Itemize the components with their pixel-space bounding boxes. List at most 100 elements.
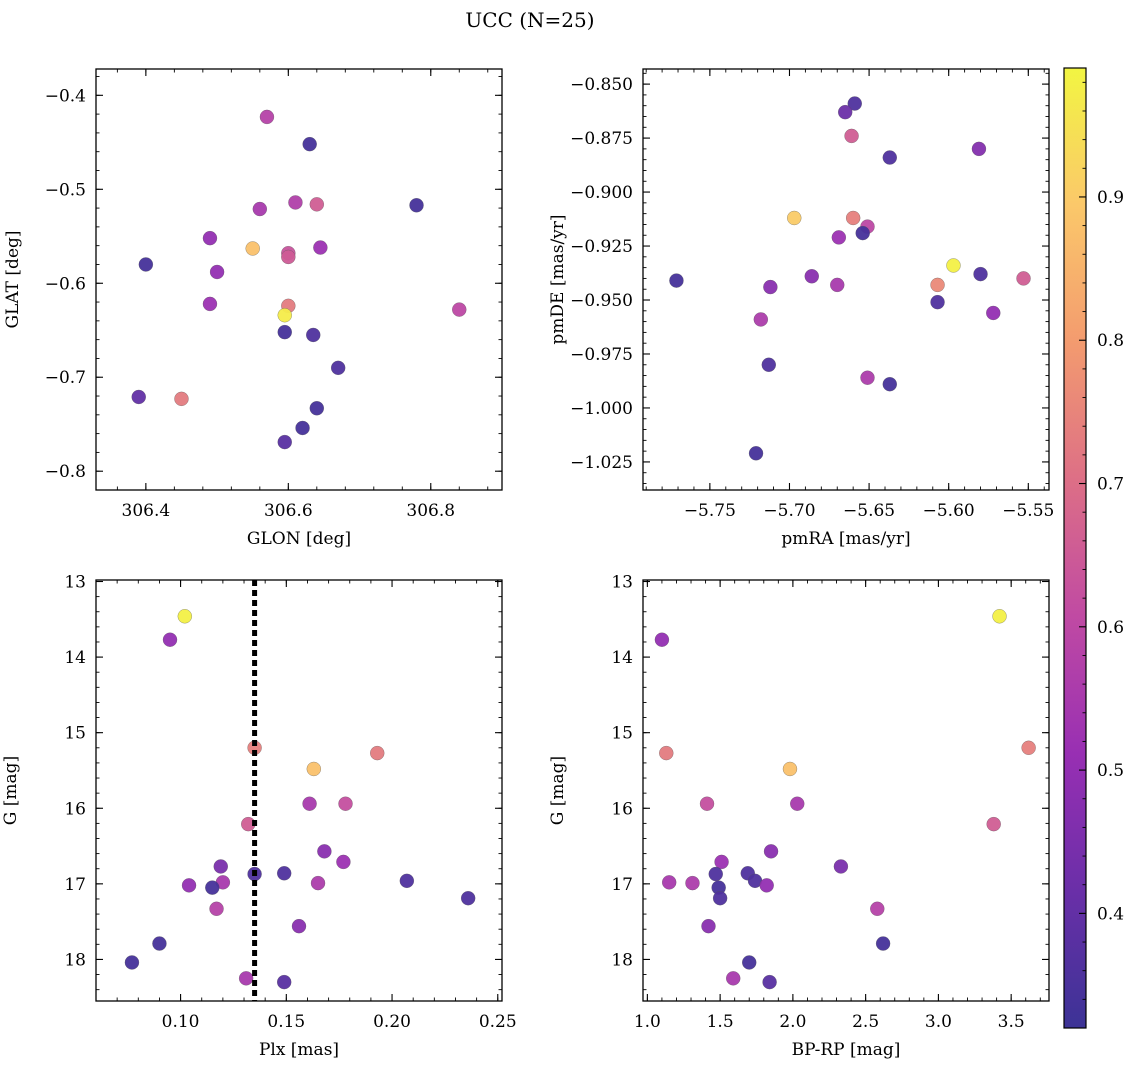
y-tick-label: −0.8 xyxy=(45,462,86,482)
y-tick-label: −0.6 xyxy=(45,274,86,294)
x-tick-label: −5.65 xyxy=(843,501,895,521)
scatter-point xyxy=(882,377,897,392)
y-tick-label: −0.900 xyxy=(570,183,633,203)
scatter-point xyxy=(685,875,700,891)
scatter-point xyxy=(708,866,723,882)
scatter-point xyxy=(138,257,154,272)
x-axis-label: GLON [deg] xyxy=(247,529,351,549)
scatter-point xyxy=(131,389,146,405)
scatter-point xyxy=(317,844,332,859)
x-tick-label: 0.20 xyxy=(373,1012,411,1032)
scatter-point xyxy=(409,198,424,213)
scatter-point xyxy=(787,210,802,226)
scatter-point xyxy=(310,875,326,891)
scatter-points xyxy=(654,609,1036,990)
y-axis-label: G [mag] xyxy=(1,756,21,825)
y-tick-label: 17 xyxy=(64,875,86,895)
scatter-point xyxy=(986,816,1001,832)
scatter-point xyxy=(992,609,1007,624)
panel-3: 0.10 0.15 0.20 0.25 13 14 15 16 17 18 Plx [mas] G [… xyxy=(1,573,517,1060)
scatter-point xyxy=(838,105,853,120)
scatter-point xyxy=(313,240,328,255)
scatter-point xyxy=(281,249,296,265)
scatter-point xyxy=(205,880,220,895)
scatter-point xyxy=(726,971,741,986)
scatter-point xyxy=(245,241,260,256)
y-axis-label: pmDE [mas/yr] xyxy=(548,214,568,344)
scatter-point xyxy=(761,357,776,372)
y-tick-label: 16 xyxy=(64,799,86,819)
y-tick-label: −0.875 xyxy=(570,129,633,149)
scatter-point xyxy=(277,324,292,340)
x-tick-label: −5.55 xyxy=(1002,501,1054,521)
panels: 306.4 306.6 306.8 −0.8 −0.7 −0.6 −0.5 −0.4 GLON … xyxy=(1,68,1054,1060)
scatter-point xyxy=(882,150,897,165)
colorbar-tick-label: 0.5 xyxy=(1097,761,1124,781)
scatter-points xyxy=(131,109,467,450)
y-tick-label: −1.000 xyxy=(570,399,633,419)
y-tick-label: −0.4 xyxy=(45,86,86,106)
scatter-points xyxy=(669,96,1031,461)
x-tick-label: 2.0 xyxy=(779,1012,806,1032)
x-tick-label: 3.0 xyxy=(925,1012,952,1032)
scatter-point xyxy=(946,258,961,273)
scatter-point xyxy=(277,308,292,323)
scatter-point xyxy=(213,859,228,874)
x-tick-label: −5.60 xyxy=(923,501,975,521)
scatter-point xyxy=(804,269,819,284)
colorbar-tick-label: 0.6 xyxy=(1097,618,1124,638)
scatter-point xyxy=(971,141,987,157)
scatter-point xyxy=(669,273,684,288)
colorbar-ticks: 0.4 0.5 0.6 0.7 0.8 0.9 xyxy=(1079,81,1124,1000)
scatter-point xyxy=(209,264,225,280)
scatter-point xyxy=(830,277,845,293)
x-tick-label: 1.5 xyxy=(707,1012,734,1032)
colorbar: 0.4 0.5 0.6 0.7 0.8 0.9 xyxy=(1063,67,1124,1029)
figure-title: UCC (N=25) xyxy=(465,8,594,32)
scatter-point xyxy=(714,854,729,870)
x-tick-label: 0.15 xyxy=(267,1012,305,1032)
scatter-point xyxy=(302,137,317,152)
y-tick-label: −1.025 xyxy=(570,453,633,473)
x-axis-label: pmRA [mas/yr] xyxy=(781,529,910,549)
scatter-point xyxy=(336,854,351,870)
y-tick-label: −0.7 xyxy=(45,368,86,388)
y-tick-label: 16 xyxy=(611,799,633,819)
scatter-point xyxy=(181,878,197,893)
x-tick-label: −5.75 xyxy=(684,501,736,521)
scatter-point xyxy=(759,878,774,893)
colorbar-tick-label: 0.4 xyxy=(1097,904,1124,924)
y-tick-label: 18 xyxy=(64,950,86,970)
scatter-point xyxy=(277,434,292,450)
colorbar-tick-label: 0.7 xyxy=(1097,475,1124,495)
colorbar-tick-label: 0.9 xyxy=(1097,188,1124,208)
y-tick-label: 15 xyxy=(64,724,86,744)
x-tick-label: 1.0 xyxy=(634,1012,661,1032)
axes-frame xyxy=(642,579,1050,1002)
scatter-point xyxy=(124,955,140,970)
x-axis-label: BP-RP [mag] xyxy=(792,1040,901,1060)
scatter-point xyxy=(177,609,192,624)
scatter-point xyxy=(659,745,674,761)
scatter-point xyxy=(309,197,324,212)
axes-frame xyxy=(95,579,503,1002)
y-tick-label: −0.975 xyxy=(570,345,633,365)
y-tick-label: 15 xyxy=(611,724,633,744)
x-tick-label: 0.25 xyxy=(479,1012,517,1032)
y-tick-label: −0.5 xyxy=(45,180,86,200)
scatter-point xyxy=(930,277,945,293)
scatter-point xyxy=(748,446,764,461)
scatter-point xyxy=(875,936,891,951)
scatter-point xyxy=(831,230,846,245)
axes-frame xyxy=(642,68,1050,491)
y-axis-label: G [mag] xyxy=(548,756,568,825)
scatter-point xyxy=(701,919,716,934)
axes-frame xyxy=(95,68,503,491)
scatter-point xyxy=(331,360,346,375)
scatter-point xyxy=(202,296,218,312)
scatter-point xyxy=(277,974,292,990)
scatter-point xyxy=(306,761,321,777)
scatter-point xyxy=(930,295,945,310)
scatter-point xyxy=(844,128,859,144)
